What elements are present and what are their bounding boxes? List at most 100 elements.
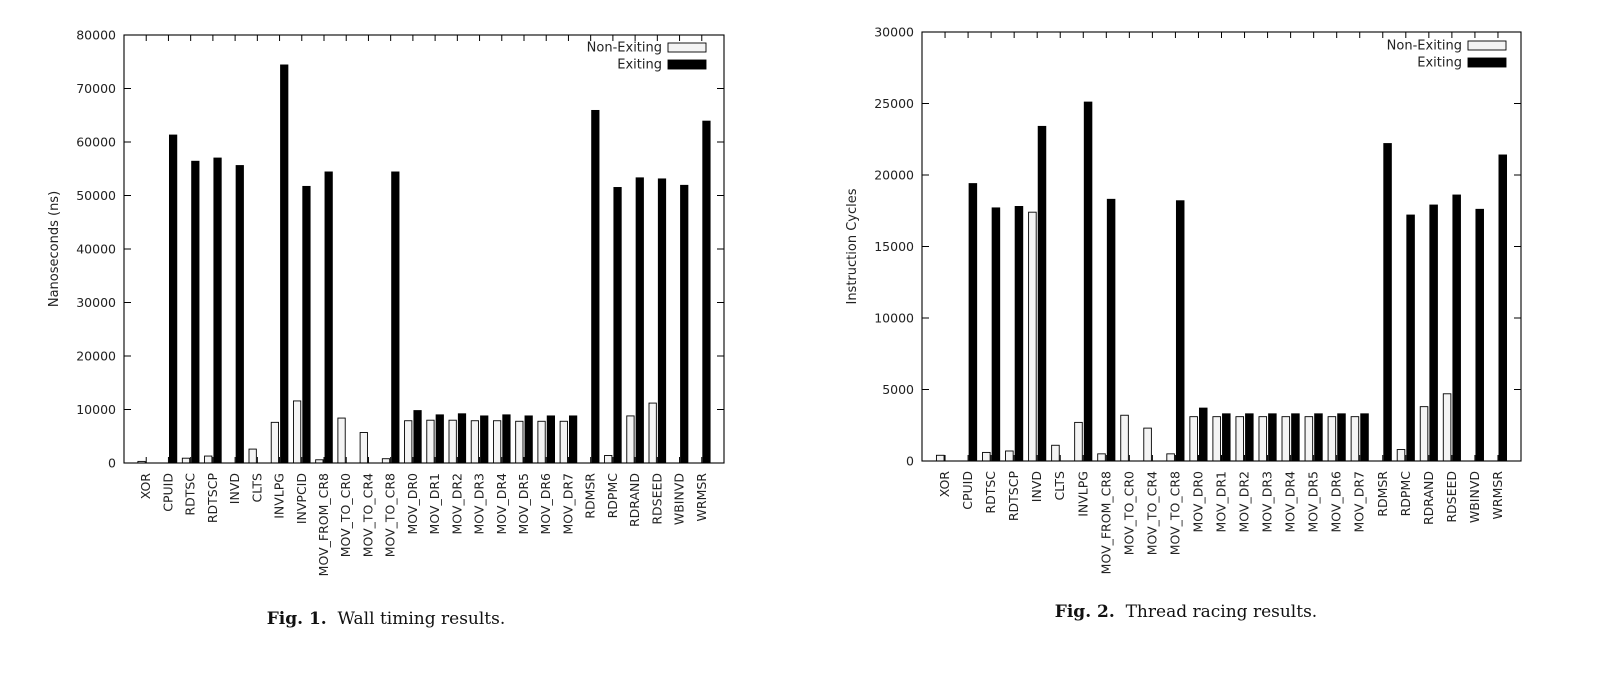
bar-exiting [213,157,222,464]
x-category-label: RDRAND [1421,471,1436,525]
caption-label: Fig. 2. [1055,602,1115,622]
y-tick-label: 20000 [874,168,914,183]
x-category-label: MOV_DR2 [449,473,464,534]
x-category-label: MOV_DR7 [560,473,575,534]
y-tick-label: 20000 [76,349,116,364]
bar-exiting [1383,143,1392,462]
legend-swatch-exiting [1467,57,1507,68]
x-category-label: MOV_TO_CR0 [1121,471,1136,555]
bar-exiting [302,185,311,464]
x-category-label: CLTS [249,473,264,503]
bar-exiting [1199,407,1208,462]
legend-label: Non-Exiting [1387,39,1462,54]
bar-non-exiting [1235,416,1244,462]
bar-exiting [457,413,467,464]
bar-non-exiting [1189,416,1198,462]
bar-non-exiting [1442,393,1452,462]
bar-exiting [635,177,644,464]
bar-exiting [702,120,711,464]
bar-exiting [657,178,667,464]
x-category-label: XOR [138,473,153,500]
x-category-label: MOV_TO_CR4 [1144,471,1159,555]
y-tick-label: 40000 [76,242,116,257]
bar-exiting [391,171,400,464]
bar-exiting [413,410,422,464]
bar-non-exiting [1304,416,1314,462]
x-category-label: WBINVD [1467,471,1482,523]
y-tick-label: 25000 [874,96,914,111]
y-tick-label: 30000 [874,25,914,40]
bar-non-exiting [337,417,346,464]
bar-exiting [968,183,978,462]
bar-exiting [1360,413,1369,462]
bar-non-exiting [604,455,613,464]
bar-exiting [1475,208,1484,462]
x-category-label: MOV_FROM_CR8 [316,473,331,576]
x-category-label: WBINVD [672,473,687,525]
bar-exiting [1429,204,1438,462]
x-category-label: RDMSR [1375,471,1390,517]
caption-text: Wall timing results. [338,609,506,629]
bar-exiting [191,160,200,464]
bar-non-exiting [492,420,502,464]
x-category-label: MOV_DR6 [538,473,553,535]
bar-exiting [1245,413,1254,462]
x-category-label: MOV_TO_CR0 [338,473,353,557]
x-category-label: WRMSR [694,473,709,522]
bar-exiting [235,165,244,464]
x-category-label: MOV_DR7 [1352,471,1367,532]
bar-exiting [1291,413,1300,462]
caption-label: Fig. 1. [267,609,327,629]
plot-frame [123,34,725,464]
x-category-label: MOV_DR4 [494,473,509,535]
x-category-label: CPUID [960,471,975,510]
x-category-label: WRMSR [1490,471,1505,520]
x-category-label: MOV_FROM_CR8 [1098,471,1113,574]
legend-swatch-non-exiting [667,42,707,53]
y-tick-label: 10000 [76,402,116,417]
bar-non-exiting [537,420,546,464]
bar-exiting [613,187,622,464]
bar-non-exiting [982,451,991,462]
x-category-label: MOV_DR2 [1237,471,1252,532]
bar-exiting [680,184,689,464]
legend: Non-Exiting Exiting [1387,39,1507,71]
legend: Non-Exiting Exiting [587,41,707,73]
x-category-label: INVLPG [1075,471,1090,517]
legend-label: Exiting [1417,56,1462,71]
bar-exiting [1314,413,1323,462]
x-category-label: RDMSR [583,473,598,519]
bar-non-exiting [204,455,213,464]
bar-non-exiting [1051,444,1060,462]
bar-exiting [168,134,178,464]
y-tick-label: 0 [108,456,116,471]
bar-non-exiting [1350,416,1360,462]
x-category-label: INVLPG [272,473,287,519]
caption-text: Thread racing results. [1126,602,1318,622]
x-category-label: RDRAND [627,473,642,527]
bar-non-exiting [935,454,945,462]
bar-non-exiting [270,421,280,464]
bar-non-exiting [1028,211,1037,462]
bar-exiting [435,414,444,464]
x-category-label: RDTSC [983,471,998,514]
bar-exiting [524,415,533,464]
x-category-label: MOV_DR4 [1283,471,1298,533]
x-category-label: MOV_DR1 [1214,471,1229,532]
bar-exiting [1498,154,1508,462]
bar-non-exiting [404,420,413,464]
bar-non-exiting [448,419,457,464]
bar-exiting [1452,194,1461,462]
bar-exiting [1222,413,1231,462]
x-category-label: RDTSC [183,473,198,516]
x-category-label: INVD [1029,471,1044,502]
y-tick-label: 5000 [882,382,914,397]
x-category-label: MOV_DR3 [472,473,487,534]
x-category-label: MOV_TO_CR4 [360,473,375,557]
bar-non-exiting [559,420,568,464]
bar-non-exiting [626,415,635,464]
y-tick-label: 30000 [76,295,116,310]
y-axis-label: Nanoseconds (ns) [47,191,62,307]
x-category-label: RDPMC [605,473,620,519]
